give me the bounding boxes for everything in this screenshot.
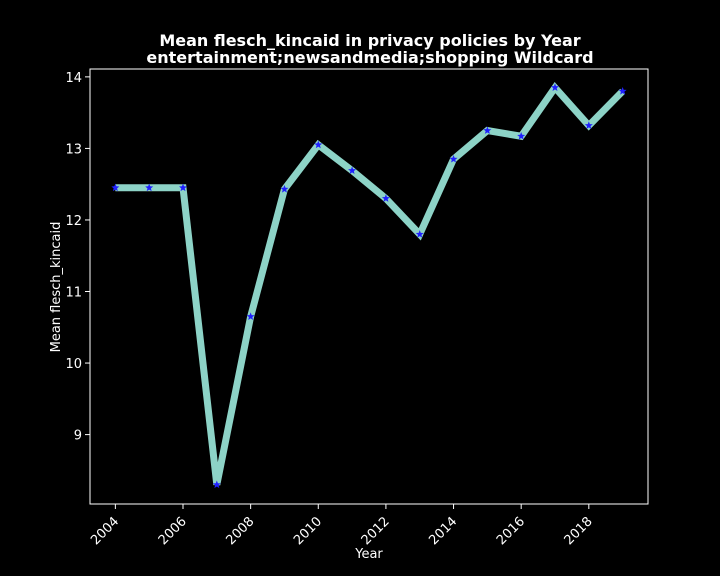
data-point-marker [415, 230, 424, 238]
data-point-marker [348, 166, 357, 174]
y-tick-label: 13 [65, 142, 82, 157]
y-tick-label: 10 [65, 357, 82, 372]
x-axis-ticks: 2004 2006 2008 2010 2012 2014 2016 2018 [88, 504, 596, 548]
x-tick-label: 2014 [426, 514, 460, 548]
data-point-marker [212, 480, 221, 489]
data-point-marker [517, 132, 526, 140]
x-tick-label: 2008 [223, 514, 257, 548]
data-point-marker [584, 121, 593, 129]
y-tick-label: 14 [65, 71, 82, 86]
x-tick-label: 2004 [88, 514, 122, 548]
data-point-marker [449, 154, 458, 163]
marker-group [111, 83, 627, 489]
plot-area-frame [89, 68, 649, 505]
x-tick-label: 2006 [156, 514, 190, 548]
x-tick-label: 2012 [359, 514, 393, 548]
x-tick-label: 2016 [494, 514, 528, 548]
x-axis-label: Year [354, 547, 383, 562]
data-point-marker [179, 183, 187, 192]
x-tick-label: 2018 [562, 514, 596, 548]
data-point-marker [145, 183, 154, 192]
series-group [115, 81, 626, 486]
chart-title: Mean flesch_kincaid in privacy policies … [159, 31, 580, 50]
y-tick-label: 9 [74, 429, 82, 444]
data-point-marker [280, 185, 289, 193]
data-point-marker [551, 83, 559, 91]
data-point-marker [381, 194, 390, 202]
data-point-marker [483, 126, 492, 134]
y-tick-label: 11 [65, 286, 82, 301]
data-point-marker [618, 86, 627, 95]
data-point-marker [111, 183, 120, 192]
data-point-marker [314, 140, 323, 149]
x-tick-label: 2010 [291, 514, 325, 548]
series-line [115, 81, 626, 486]
data-point-marker [246, 312, 255, 320]
y-tick-label: 12 [65, 214, 82, 229]
y-axis-label: Mean flesch_kincaid [49, 222, 64, 353]
chart-subtitle: entertainment;newsandmedia;shopping Wild… [146, 48, 593, 67]
y-axis-ticks: 9 10 11 12 13 14 [65, 71, 90, 444]
